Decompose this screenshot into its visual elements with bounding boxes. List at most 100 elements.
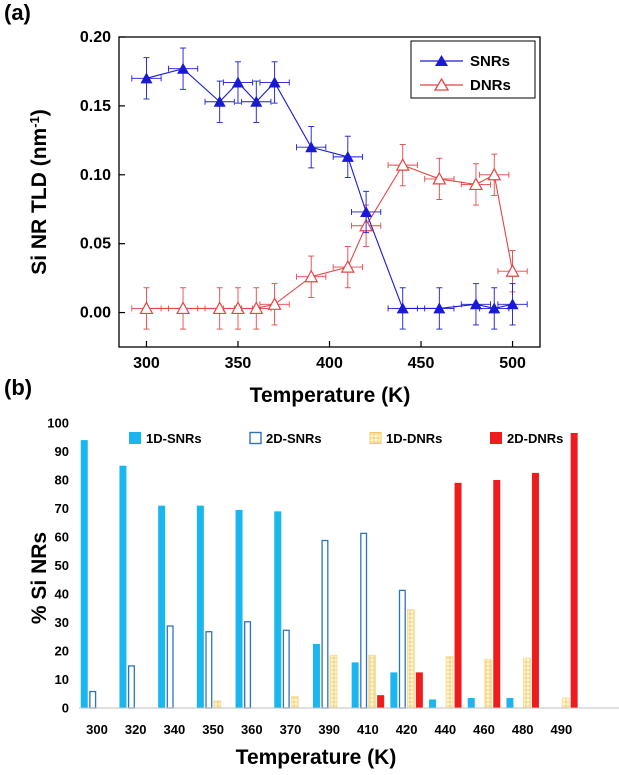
- legend-1d-dnr-swatch: [369, 432, 382, 444]
- bar-1d-dnr: [445, 656, 454, 709]
- plot-b-xtick-label: 390: [318, 722, 340, 737]
- bar-2d-snr: [89, 690, 97, 709]
- marker-filled-triangle: [488, 302, 501, 314]
- marker-open-triangle: [505, 263, 520, 277]
- plot-b-xtick-label: 300: [86, 722, 108, 737]
- marker-filled-triangle: [250, 95, 263, 107]
- marker-open-triangle: [267, 297, 282, 310]
- legend-2d-snr-label: 2D-SNRs: [266, 431, 322, 446]
- plot-a-ytick-label: 0.15: [80, 98, 111, 115]
- marker-open-triangle: [176, 301, 191, 315]
- series-snr-point: [241, 80, 272, 123]
- panel-a: (a) 300 350 400 450 5000.000.050.100.150.20 …: [4, 0, 541, 407]
- series-snr-point: [222, 61, 254, 104]
- series-dnr-point: [222, 287, 254, 330]
- plot-b-xtick-label: 360: [241, 722, 263, 737]
- series-dnr-line: [146, 164, 514, 309]
- series-snr-point: [387, 287, 418, 330]
- bar-2d-dnr: [531, 472, 539, 708]
- plot-a-ytick-label: 0.10: [80, 167, 111, 184]
- bar-1d-snr: [312, 643, 320, 708]
- plot-a-ytick-label: 0.20: [80, 29, 111, 46]
- plot-b-ytick-label: 30: [55, 615, 69, 630]
- plot-b-xtick-label: 370: [280, 722, 302, 737]
- series-snr-point: [131, 57, 162, 100]
- bar-1d-snr: [429, 699, 437, 708]
- bar-1d-snr: [274, 511, 282, 708]
- plot-b-ytick-label: 40: [55, 587, 69, 602]
- marker-open-triangle: [432, 171, 447, 185]
- marker-filled-triangle: [433, 302, 446, 314]
- series-snr-point: [424, 287, 455, 330]
- marker-open-triangle: [340, 259, 355, 273]
- panel-b: (b) 0 10 20 30 40 50 60 70 80 90 100 300 320 340 350 36…: [4, 375, 619, 769]
- marker-open-triangle: [212, 301, 227, 315]
- bar-1d-snr: [390, 672, 398, 708]
- plot-a-xtick-label: 450: [408, 355, 435, 372]
- plot-a-series: [131, 47, 528, 330]
- marker-filled-triangle: [506, 298, 519, 310]
- plot-b-ytick-label: 0: [62, 701, 69, 716]
- marker-open-triangle: [230, 301, 245, 315]
- bar-2d-snr: [127, 665, 135, 709]
- marker-filled-triangle: [396, 302, 409, 314]
- legend-2d-dnr-label: 2D-DNRs: [507, 431, 563, 446]
- plot-a-xtick-label: 500: [499, 355, 526, 372]
- plot-b-xtick-label: 490: [551, 722, 573, 737]
- plot-b-ytick-label: 10: [55, 672, 69, 687]
- plot-b-xtick-label: 460: [473, 722, 495, 737]
- marker-filled-triangle: [177, 62, 190, 74]
- marker-filled-triangle: [268, 76, 281, 88]
- legend-2d-dnr-swatch: [490, 432, 502, 444]
- plot-a-xtick-label: 400: [316, 355, 343, 372]
- series-snr-point: [479, 287, 510, 330]
- plot-a-ylabel-main: Si NR TLD (nm: [28, 128, 51, 275]
- plot-a-ytick-label: 0.05: [80, 236, 111, 253]
- marker-filled-triangle: [213, 95, 226, 107]
- plot-a-xlabel: Temperature (K): [250, 384, 411, 407]
- series-dnr-point: [424, 157, 455, 201]
- bar-1d-dnr: [523, 657, 531, 709]
- series-snr-point: [460, 283, 492, 326]
- plot-b-xtick-label: 480: [512, 722, 534, 737]
- plot-b-xtick-label: 340: [164, 722, 186, 737]
- plot-b-xtick-label: 420: [396, 722, 418, 737]
- bar-1d-dnr: [561, 697, 570, 709]
- marker-filled-triangle: [469, 298, 482, 310]
- plot-b-ytick-label: 100: [47, 416, 69, 431]
- bar-1d-snr: [80, 440, 88, 708]
- bar-1d-snr: [119, 465, 127, 708]
- legend-snr-marker: [435, 55, 448, 66]
- series-dnr-point: [332, 245, 363, 289]
- marker-filled-triangle: [360, 205, 373, 217]
- panel-a-label: (a): [4, 0, 31, 25]
- bar-2d-snr: [398, 589, 406, 709]
- panel-b-label: (b): [4, 375, 32, 400]
- series-snr-point: [332, 135, 363, 178]
- plot-a-ticks: 300 350 400 450 500 0.00 0.05 0.10 0.15 0.20: [80, 29, 526, 372]
- bar-2d-dnr: [493, 480, 501, 708]
- bar-2d-dnr: [454, 482, 462, 708]
- series-dnr-point: [131, 287, 162, 330]
- marker-open-triangle: [395, 157, 410, 171]
- legend-1d-snr-label: 1D-SNRs: [146, 431, 202, 446]
- legend-1d-snr-swatch: [129, 432, 141, 444]
- plot-b-legend: 1D-SNRs 2D-SNRs 1D-DNRs 2D-DNRs: [129, 431, 563, 446]
- legend-snr-label: SNRs: [470, 53, 510, 70]
- series-dnr-point: [241, 287, 272, 330]
- marker-open-triangle: [487, 167, 502, 181]
- bar-1d-dnr: [213, 700, 222, 709]
- series-dnr-point: [259, 283, 290, 326]
- plot-a-ylabel-sup: -1: [27, 116, 42, 128]
- plot-a-ylabel-end: ): [28, 109, 51, 116]
- bar-2d-snr: [205, 631, 213, 709]
- plot-a-legend-box: [410, 40, 536, 99]
- marker-filled-triangle: [231, 76, 244, 88]
- series-dnr-point: [479, 153, 510, 196]
- bar-1d-dnr: [368, 654, 377, 709]
- plot-b-ytick-label: 50: [55, 558, 69, 573]
- marker-open-triangle: [249, 301, 264, 315]
- marker-filled-triangle: [341, 150, 354, 162]
- bar-1d-snr: [158, 505, 166, 708]
